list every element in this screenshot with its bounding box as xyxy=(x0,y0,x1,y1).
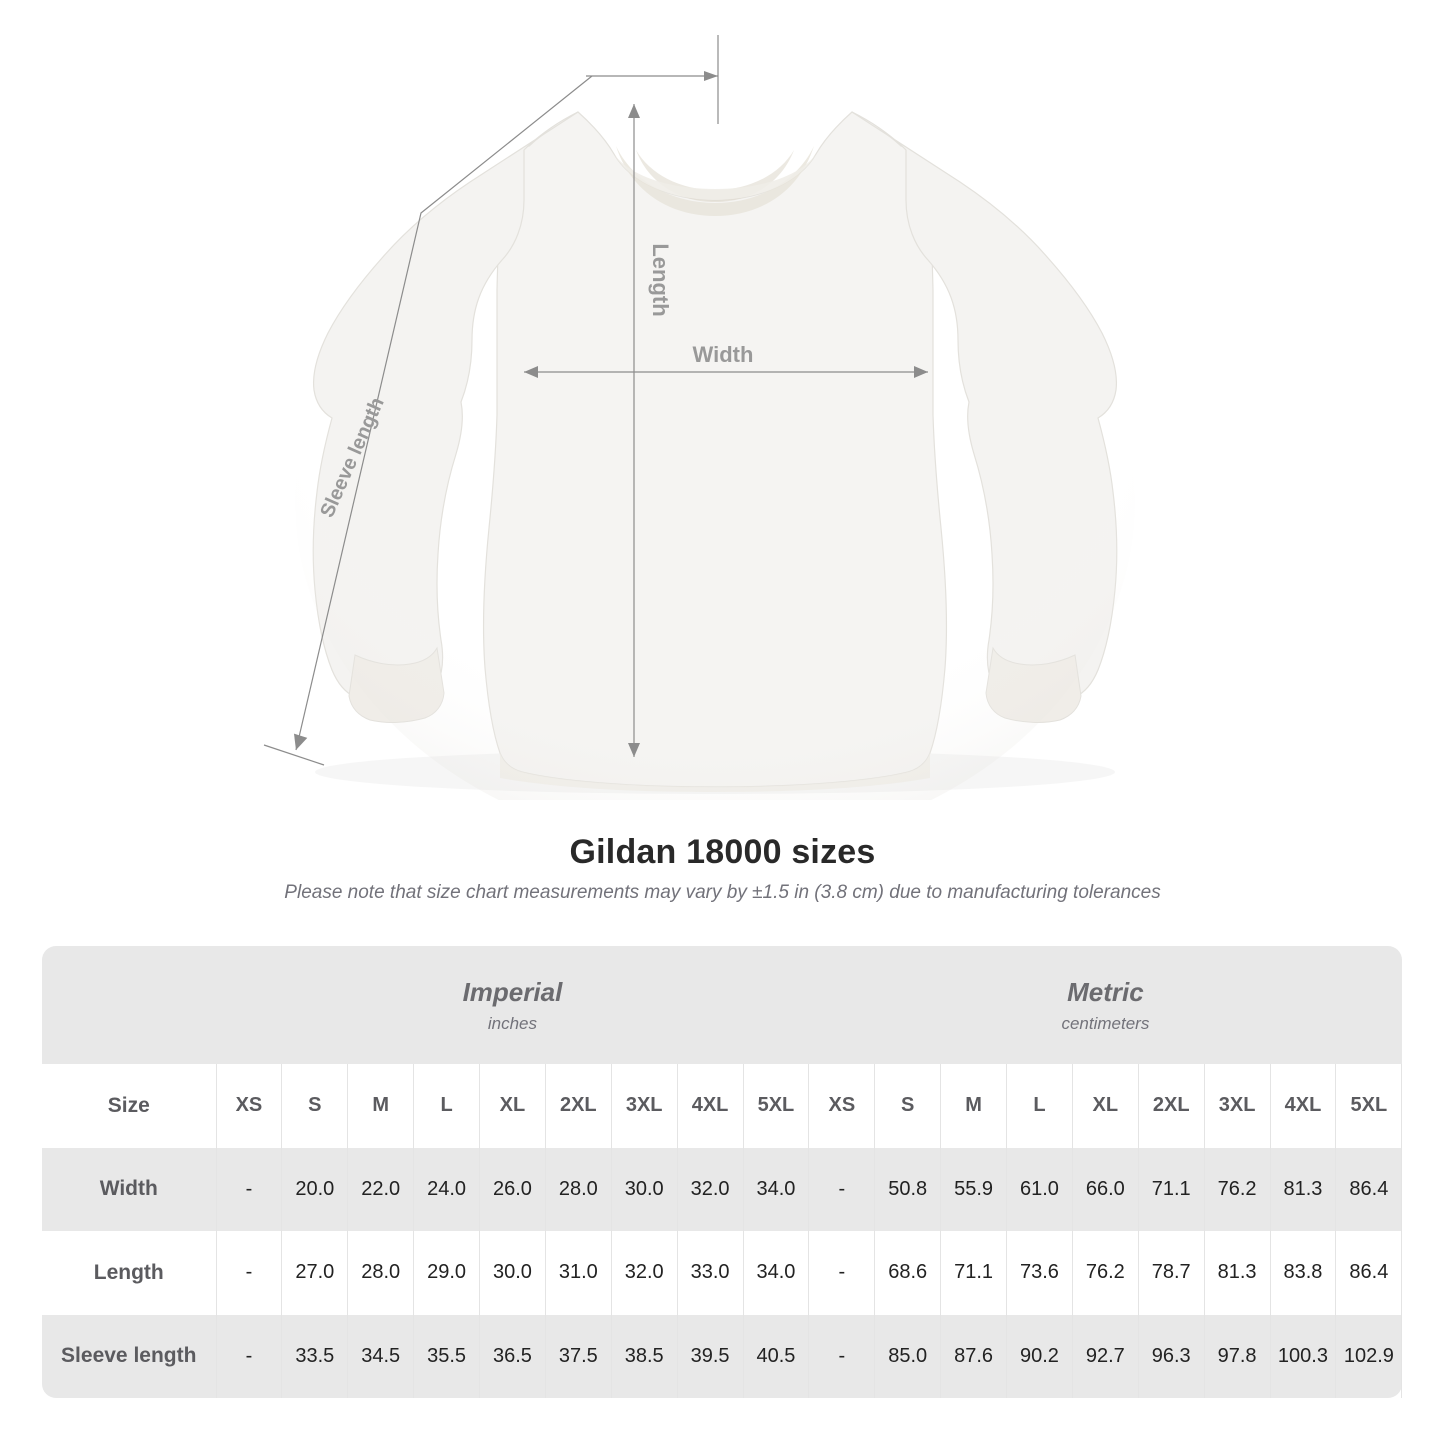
svg-text:Length: Length xyxy=(648,243,673,316)
svg-text:Width: Width xyxy=(693,342,754,367)
